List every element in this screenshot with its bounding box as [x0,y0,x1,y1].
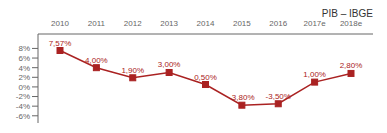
svg-text:0,50%: 0,50% [194,73,217,82]
svg-text:2017e: 2017e [304,19,327,28]
svg-text:-2%: -2% [16,92,30,101]
svg-text:-3,80%: -3,80% [229,93,254,102]
html-text:PIB – IBGE: PIB – IBGE [321,8,373,19]
svg-text:4,00%: 4,00% [85,56,108,65]
svg-text:2%: 2% [18,73,30,82]
svg-text:7,57%: 7,57% [49,39,72,48]
svg-text:2016: 2016 [269,19,287,28]
svg-text:1,90%: 1,90% [121,66,144,75]
svg-text:-3,50%: -3,50% [266,92,291,101]
svg-text:-4%: -4% [16,102,30,111]
svg-text:2010: 2010 [51,19,69,28]
svg-text:3,00%: 3,00% [158,60,181,69]
svg-text:2015: 2015 [233,19,251,28]
svg-text:2011: 2011 [88,19,106,28]
svg-text:4%: 4% [18,64,30,73]
svg-text:1,00%: 1,00% [303,70,326,79]
svg-text:2,80%: 2,80% [340,61,363,70]
svg-text:2013: 2013 [160,19,178,28]
svg-text:6%: 6% [18,54,30,63]
svg-text:-6%: -6% [16,112,30,121]
svg-text:2012: 2012 [124,19,142,28]
svg-text:0%: 0% [18,83,30,92]
svg-text:2014: 2014 [197,19,215,28]
svg-text:8%: 8% [18,44,30,53]
svg-text:2018e: 2018e [340,19,363,28]
